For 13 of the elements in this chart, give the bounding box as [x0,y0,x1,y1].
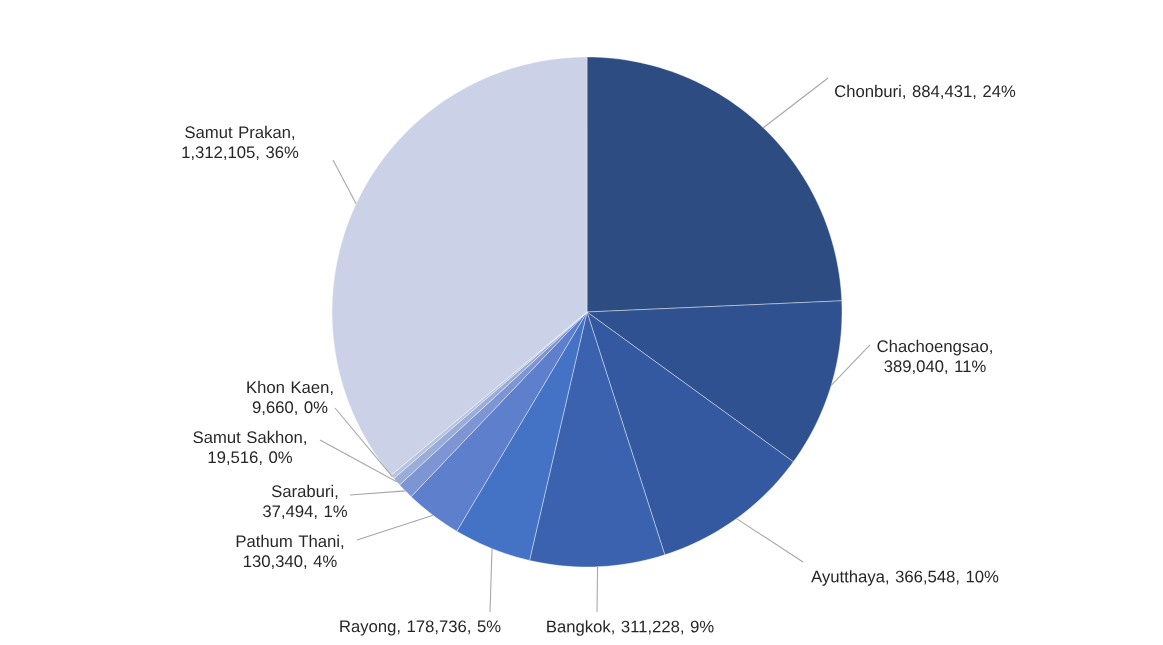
data-label: , 366,548, 10% [886,570,999,585]
slice-label: Khon Kaen [247,380,329,394]
slice-label: Rayong [340,620,396,636]
slice-label: Ayutthaya [811,570,885,586]
slice-label: Saraburi [271,484,334,498]
slice-label: Samut Prakan [185,125,290,139]
slice-label: Bangkok [547,620,611,636]
data-label: , 884,431, 24% [903,85,1016,100]
data-label: , 311,228, 9% [612,620,714,635]
slice-label: Samut Sakhon [193,430,302,444]
slice-label: Pathum Thani [236,534,339,548]
data-label: , 178,736, 5% [397,620,501,635]
slice-label: Chonburi [835,84,901,98]
